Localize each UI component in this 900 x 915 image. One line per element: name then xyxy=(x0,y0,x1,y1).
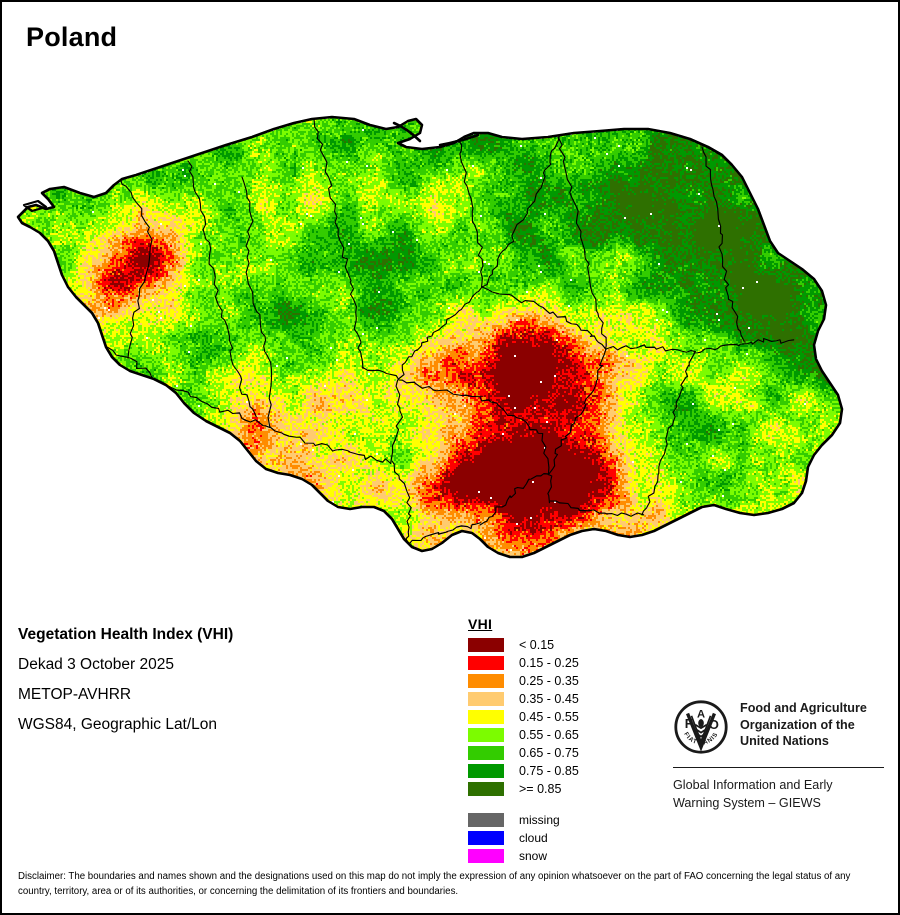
giews-line-2: Warning System – GIEWS xyxy=(673,795,821,810)
map-caption: Vegetation Health Index (VHI) Dekad 3 Oc… xyxy=(18,620,438,740)
legend-class-swatch xyxy=(468,656,504,670)
fao-name-line-3: United Nations xyxy=(740,734,829,748)
legend-class-row: 0.75 - 0.85 xyxy=(468,762,579,780)
legend-class-label: 0.25 - 0.35 xyxy=(519,674,579,688)
legend-class-row: 0.45 - 0.55 xyxy=(468,708,579,726)
legend-title: VHI xyxy=(468,616,493,632)
legend-extra-row: missing xyxy=(468,811,579,829)
fao-divider xyxy=(673,767,884,768)
caption-line-period: Dekad 3 October 2025 xyxy=(18,656,174,673)
legend-class-row: 0.25 - 0.35 xyxy=(468,672,579,690)
legend-extra-list: missing cloud snow xyxy=(468,811,579,865)
legend-class-swatch xyxy=(468,746,504,760)
legend: VHI < 0.15 0.15 - 0.25 0.25 - 0.35 0.35 - 0… xyxy=(468,616,579,865)
legend-class-swatch xyxy=(468,638,504,652)
legend-class-row: >= 0.85 xyxy=(468,780,579,798)
legend-extra-label: snow xyxy=(519,849,548,863)
vhi-raster-canvas xyxy=(2,57,898,602)
legend-class-swatch xyxy=(468,764,504,778)
legend-class-swatch xyxy=(468,710,504,724)
legend-class-label: 0.55 - 0.65 xyxy=(519,728,579,742)
svg-text:F: F xyxy=(685,716,693,731)
fao-branding: F A O FIAT PANIS Food and Agriculture Or… xyxy=(673,699,888,812)
legend-class-row: 0.35 - 0.45 xyxy=(468,690,579,708)
legend-class-label: < 0.15 xyxy=(519,638,555,652)
legend-class-row: < 0.15 xyxy=(468,636,579,654)
page-title: Poland xyxy=(26,22,118,52)
disclaimer-text: Disclaimer: The boundaries and names sho… xyxy=(18,871,851,897)
caption-line-product: Vegetation Health Index (VHI) xyxy=(18,626,234,643)
legend-extra-swatch xyxy=(468,831,504,845)
legend-class-swatch xyxy=(468,728,504,742)
legend-class-row: 0.15 - 0.25 xyxy=(468,654,579,672)
legend-extra-label: missing xyxy=(519,813,560,827)
legend-extra-swatch xyxy=(468,849,504,863)
legend-class-label: 0.65 - 0.75 xyxy=(519,746,579,760)
vhi-map xyxy=(2,57,898,602)
fao-name-line-2: Organization of the xyxy=(740,717,855,732)
legend-extra-label: cloud xyxy=(519,831,548,845)
legend-extra-row: snow xyxy=(468,847,579,865)
svg-text:A: A xyxy=(697,708,705,720)
legend-extra-swatch xyxy=(468,813,504,827)
caption-line-sensor: METOP-AVHRR xyxy=(18,686,132,703)
legend-extra-row: cloud xyxy=(468,829,579,847)
legend-class-label: 0.45 - 0.55 xyxy=(519,710,579,724)
fao-name-line-1: Food and Agriculture xyxy=(740,701,867,715)
legend-class-row: 0.55 - 0.65 xyxy=(468,726,579,744)
fao-header: F A O FIAT PANIS Food and Agriculture Or… xyxy=(673,699,888,755)
fao-organization-name: Food and Agriculture Organization of the… xyxy=(740,699,867,750)
legend-class-label: 0.15 - 0.25 xyxy=(519,656,579,670)
fao-emblem-icon: F A O FIAT PANIS xyxy=(673,699,729,755)
legend-class-swatch xyxy=(468,782,504,796)
legend-class-label: >= 0.85 xyxy=(519,782,562,796)
svg-text:O: O xyxy=(709,717,719,732)
legend-class-list: < 0.15 0.15 - 0.25 0.25 - 0.35 0.35 - 0.45 0… xyxy=(468,636,579,798)
caption-line-projection: WGS84, Geographic Lat/Lon xyxy=(18,716,218,733)
legend-class-swatch xyxy=(468,674,504,688)
legend-class-row: 0.65 - 0.75 xyxy=(468,744,579,762)
legend-class-swatch xyxy=(468,692,504,706)
legend-class-label: 0.75 - 0.85 xyxy=(519,764,579,778)
giews-line-1: Global Information and Early xyxy=(673,778,833,792)
legend-class-label: 0.35 - 0.45 xyxy=(519,692,579,706)
giews-system-name: Global Information and Early Warning Sys… xyxy=(673,777,888,812)
